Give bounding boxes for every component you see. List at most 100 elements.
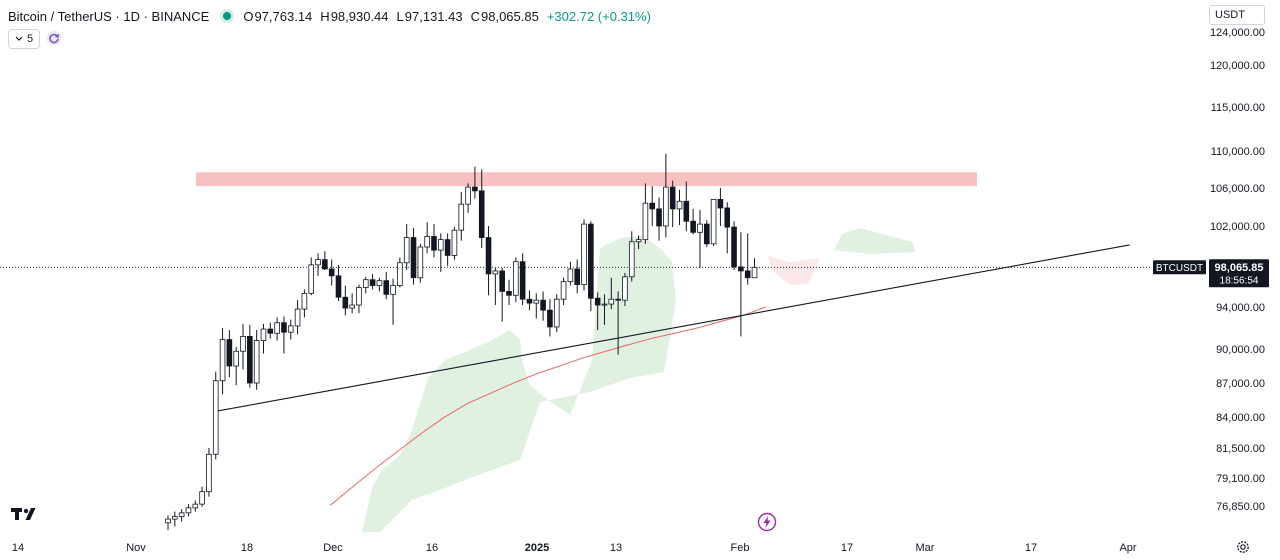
tradingview-logo[interactable] [11,506,41,522]
candle-body-down [574,268,580,285]
candle-body-up [287,325,294,333]
candle [588,221,594,312]
candle [478,169,485,249]
candle-body-up [308,264,315,294]
candle-body-down [703,223,710,245]
interval-value: 5 [26,33,34,45]
cloud-area-main [362,236,676,532]
candle [513,257,519,303]
time-tick-label: Nov [126,542,146,554]
candle-body-down [683,200,690,222]
lightning-icon[interactable] [757,512,777,532]
candle [519,253,526,306]
candle [437,233,444,272]
time-axis[interactable]: 14 Nov 18 Dec 16 2025 13 Feb 17 Mar 17 Apr [12,542,1137,554]
currency-select[interactable]: USDT [1209,5,1265,25]
time-tick-label: 17 [1025,542,1037,554]
candle [362,276,369,294]
candle [526,290,533,311]
candle-body-down [444,239,451,256]
candle [649,186,656,226]
ma-line [329,306,767,506]
ichimoku-cloud [362,228,916,532]
candle [731,221,737,270]
candle-body-up [301,292,308,310]
candle-body-up [219,339,226,382]
candle [506,279,512,306]
time-tick-label: Apr [1119,542,1136,554]
candle [608,277,615,310]
candle-body-up [560,281,567,300]
price-tick-label: 110,000.00 [1211,146,1265,158]
gear-icon[interactable] [1236,540,1250,554]
candle-body-up [458,203,465,231]
candle [710,198,717,246]
candle [622,272,628,307]
moving-average [329,306,767,506]
trendline [215,244,1130,412]
candle-body-down [485,237,492,275]
candle [703,220,710,247]
candle [717,188,724,226]
candle-body-down [540,299,546,311]
candle-body-down [499,270,505,292]
price-tick-label: 81,500.00 [1216,443,1265,455]
high-label: H [320,8,330,24]
symbol-title[interactable]: Bitcoin / TetherUS · 1D · BINANCE [8,8,210,24]
change-value: +302.72 (+0.31%) [546,8,651,24]
close-value: 98,065.85 [481,8,539,24]
candle [199,486,205,507]
open-value: 97,763.14 [254,8,313,24]
candle [574,259,580,294]
candle-body-down [335,275,342,298]
candle-body-down [615,298,621,301]
candle [533,293,540,319]
candle [417,243,424,283]
candle [172,511,178,527]
symbol-header: Bitcoin / TetherUS · 1D · BINANCE O 97,7… [8,6,651,26]
candle [212,371,219,460]
candle-body-up [513,261,519,296]
candle-body-down [247,335,253,384]
candle [369,273,376,290]
candle-body-down [478,190,485,238]
price-tick-label: 124,000.00 [1210,27,1265,39]
candle [294,300,301,335]
price-tick-label: 94,000.00 [1216,302,1265,314]
time-tick-label: 14 [12,542,24,554]
candle [635,235,642,250]
candle-body-down [328,268,335,277]
candle [615,291,621,355]
candle-body-down [731,226,737,268]
candle-body-up [260,328,267,341]
price-tick-label: 102,000.00 [1210,221,1265,233]
high-value: 98,930.44 [330,8,389,24]
symbol-badge-text: BTCUSDT [1156,263,1203,274]
candle [247,324,253,388]
candle [642,183,649,244]
candle-body-up [376,280,383,286]
candle [397,257,403,288]
interval-dropdown[interactable]: 5 [8,29,40,49]
candle [349,293,355,314]
refresh-icon[interactable] [46,30,62,46]
candle-body-down [588,223,594,299]
candle-body-up [465,186,471,205]
candle-body-down [281,322,287,333]
price-tick-label: 87,000.00 [1216,378,1265,390]
candle-body-up [622,276,628,301]
candle [472,166,478,199]
candle-body-up [608,298,615,305]
candle-body-down [724,207,731,228]
candle-body-up [172,516,178,520]
candle-body-down [472,186,478,192]
candle [431,224,437,258]
candle-body-down [506,290,512,296]
candle [328,259,335,286]
cloud-area-bearish [768,256,820,285]
candle-body-down [656,208,662,227]
candle [690,208,696,235]
candle [581,219,587,291]
